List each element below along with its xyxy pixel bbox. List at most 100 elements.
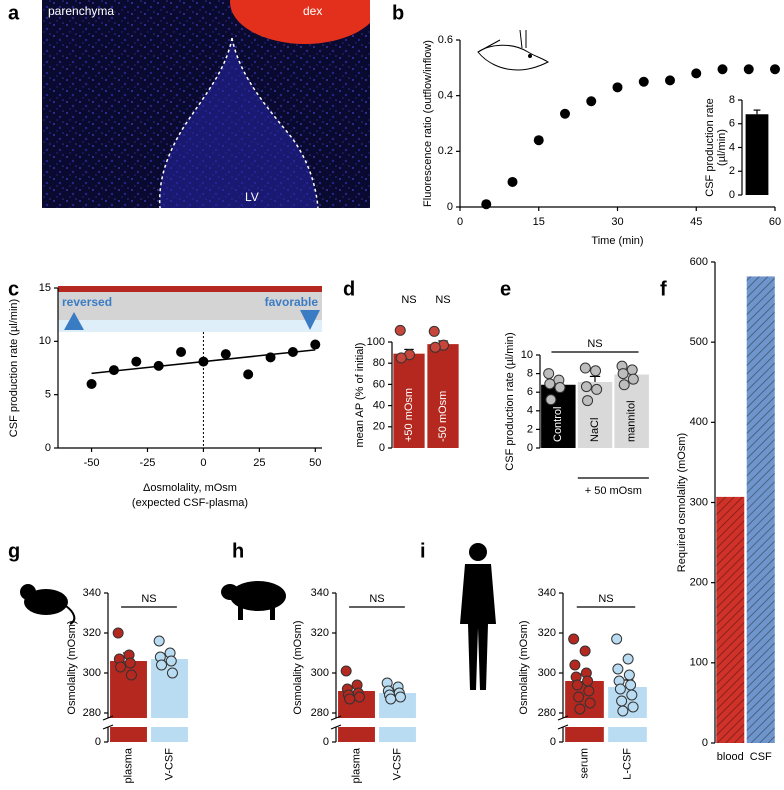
x-axis-label: Δosmolality, mOsm xyxy=(143,482,237,494)
y-tick-label: 0.4 xyxy=(438,90,453,102)
significance-label: NS xyxy=(141,593,156,605)
bar xyxy=(745,114,769,195)
y-tick-label: 0 xyxy=(550,736,556,748)
data-point xyxy=(112,627,124,639)
data-point xyxy=(156,659,168,671)
data-point xyxy=(574,703,586,715)
y-tick-label: 100 xyxy=(367,336,385,348)
y-tick-label: 0 xyxy=(45,442,51,454)
bar xyxy=(746,276,775,743)
category-label: mannitol xyxy=(626,400,638,442)
panel-letter: g xyxy=(8,540,20,562)
image-label: parenchyma xyxy=(48,4,114,18)
significance-label: NS xyxy=(435,294,450,306)
y-tick-label: 2 xyxy=(729,165,735,177)
y-tick-label: 0.2 xyxy=(438,145,453,157)
annotation: reversed xyxy=(62,295,112,309)
axis-break-gap xyxy=(96,718,192,727)
data-point xyxy=(125,669,137,681)
y-axis-label: Osmolality (mOsm) xyxy=(518,620,530,714)
significance-label: NS xyxy=(369,593,384,605)
image-label: LV xyxy=(245,190,259,204)
y-tick-label: 320 xyxy=(311,627,329,639)
data-point xyxy=(584,697,596,709)
panel-letter: f xyxy=(660,278,667,300)
axis-break-gap xyxy=(324,718,420,727)
y-tick-label: 15 xyxy=(39,282,51,294)
y-tick-label: 60 xyxy=(373,378,385,390)
data-point xyxy=(579,645,591,657)
y-tick-label: 2 xyxy=(527,423,533,435)
x-tick-label: -25 xyxy=(140,457,156,469)
y-tick-label: 8 xyxy=(527,368,533,380)
data-point xyxy=(124,657,136,669)
data-point xyxy=(86,379,97,389)
panel-letter: d xyxy=(343,278,355,300)
y-tick-label: 0 xyxy=(527,442,533,454)
category-label: -50 mOsm xyxy=(437,391,449,442)
category-label: serum xyxy=(578,748,590,779)
y-tick-label: 0 xyxy=(729,189,735,201)
x-tick-label: 60 xyxy=(769,216,781,228)
category-label: +50 mOsm xyxy=(403,388,415,442)
y-tick-label: 320 xyxy=(83,627,101,639)
data-point xyxy=(220,349,231,360)
y-tick-label: 280 xyxy=(538,707,556,719)
data-point xyxy=(545,394,557,406)
y-axis-label: Required osmolality (mOsm) xyxy=(676,433,688,572)
y-tick-label: 4 xyxy=(729,141,735,153)
data-point xyxy=(614,683,626,695)
panel-letter: b xyxy=(392,2,404,24)
data-point xyxy=(583,685,595,697)
x-axis-label: Time (min) xyxy=(591,235,643,247)
y-axis-label: Osmolality (mOsm) xyxy=(292,620,304,714)
data-point xyxy=(394,324,406,336)
axis-break-mark xyxy=(557,715,569,721)
y-axis-label: CSF production rate (µl/min) xyxy=(8,299,20,437)
data-point xyxy=(115,661,127,673)
y-axis-label: Osmolality (mOsm) xyxy=(66,620,78,714)
data-point xyxy=(623,669,635,681)
y-tick-label: 200 xyxy=(690,577,708,589)
bar xyxy=(541,384,576,448)
significance-label: NS xyxy=(401,294,416,306)
y-tick-label: 300 xyxy=(83,667,101,679)
y-tick-label: 0 xyxy=(702,737,708,749)
x-tick-label: 45 xyxy=(690,216,702,228)
y-tick-label: 500 xyxy=(690,336,708,348)
data-point xyxy=(176,347,187,357)
significance-label: NS xyxy=(598,593,613,605)
y-axis-label: CSF production rate xyxy=(704,98,716,196)
data-point xyxy=(590,365,602,377)
data-point xyxy=(287,347,298,357)
bar xyxy=(716,496,745,743)
data-point xyxy=(622,653,634,665)
panel-letter: a xyxy=(8,2,20,24)
data-point xyxy=(582,395,594,407)
category-label: V-CSF xyxy=(163,748,175,781)
y-tick-label: 80 xyxy=(373,357,385,369)
data-point xyxy=(625,679,637,691)
x-tick-label: 0 xyxy=(200,457,206,469)
membrane-diagram xyxy=(58,286,322,332)
data-point xyxy=(310,339,321,350)
x-tick-label: 15 xyxy=(533,216,545,228)
x-tick-label: 25 xyxy=(253,457,265,469)
y-tick-label: 6 xyxy=(729,118,735,130)
panel-letter: i xyxy=(420,540,426,562)
data-point xyxy=(582,675,594,687)
data-point xyxy=(770,64,780,75)
data-point xyxy=(533,135,544,146)
y-tick-label: 320 xyxy=(538,627,556,639)
x-tick-label: 0 xyxy=(457,216,463,228)
human-icon xyxy=(460,543,496,690)
axis-break-mark xyxy=(557,724,569,730)
data-point xyxy=(108,365,119,376)
x-tick-label: 50 xyxy=(309,457,321,469)
data-point xyxy=(265,352,276,363)
data-point xyxy=(560,108,570,119)
y-tick-label: 280 xyxy=(311,707,329,719)
mouse-sketch xyxy=(477,29,549,71)
